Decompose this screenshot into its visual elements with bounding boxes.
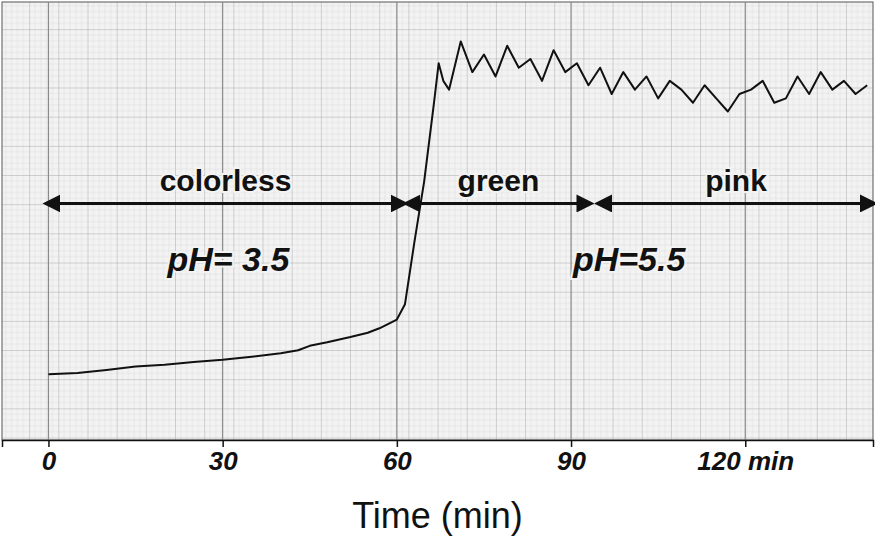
phases: colorless green pink — [51, 164, 869, 203]
grid-line — [396, 2, 397, 440]
x-tick-label: 0 — [42, 446, 57, 476]
x-tick: 120 min — [697, 440, 794, 476]
x-tick: 30 — [209, 440, 238, 476]
data-layer — [48, 41, 867, 374]
annotation: pH= 3.5 — [167, 240, 291, 278]
annotation: pH=5.5 — [572, 240, 687, 278]
phase-arrow — [603, 202, 869, 205]
phase-arrow — [411, 202, 585, 205]
grid — [48, 2, 745, 440]
x-tick-label: 30 — [209, 446, 238, 476]
x-tick-label: 120 min — [697, 446, 794, 476]
x-axis: 0 30 60 90 120 min — [3, 440, 874, 476]
phase-arrow — [51, 202, 399, 205]
grid-line — [745, 2, 746, 440]
grid-line — [222, 2, 223, 440]
phase-label: pink — [705, 164, 767, 197]
x-tick-label: 60 — [383, 446, 412, 476]
x-tick: 90 — [557, 440, 586, 476]
phase-label: colorless — [160, 164, 292, 197]
x-axis-title: Time (min) — [352, 495, 523, 536]
phase-label: green — [458, 164, 540, 197]
plot-frame — [2, 2, 873, 440]
chart: 0 30 60 90 120 min Time (min) colorless green pi… — [0, 0, 875, 543]
trace — [48, 41, 867, 374]
x-tick: 0 — [42, 440, 57, 476]
x-tick: 60 — [383, 440, 412, 476]
x-tick-label: 90 — [557, 446, 586, 476]
